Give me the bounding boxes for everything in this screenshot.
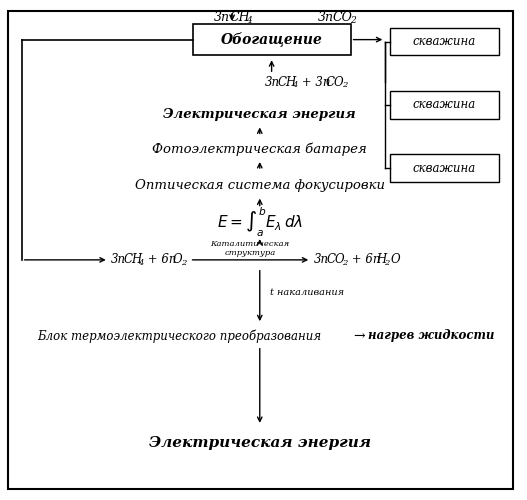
Bar <box>390 154 499 182</box>
Text: CH: CH <box>229 12 250 24</box>
Text: + 6n: + 6n <box>348 254 380 266</box>
Text: 2: 2 <box>384 259 389 267</box>
Text: 2: 2 <box>349 16 355 26</box>
Text: структура: структура <box>225 249 276 257</box>
Text: 4: 4 <box>138 259 144 267</box>
Text: 3n: 3n <box>111 254 126 266</box>
Text: Электрическая энергия: Электрическая энергия <box>149 436 371 450</box>
Text: 3n: 3n <box>314 254 329 266</box>
Text: 4: 4 <box>246 16 252 26</box>
Text: 2: 2 <box>181 259 186 267</box>
Text: 3n: 3n <box>214 12 230 24</box>
Text: →: → <box>354 329 365 343</box>
Text: Блок термоэлектрического преобразования: Блок термоэлектрического преобразования <box>37 329 321 342</box>
Text: скважина: скважина <box>413 98 476 112</box>
Text: 3n: 3n <box>265 76 280 88</box>
Text: 3n: 3n <box>318 12 334 24</box>
Text: O: O <box>173 254 182 266</box>
Text: CO: CO <box>327 254 346 266</box>
Text: CH: CH <box>278 76 297 88</box>
Text: скважина: скважина <box>413 35 476 48</box>
Text: 2: 2 <box>341 259 347 267</box>
Text: скважина: скважина <box>413 162 476 174</box>
Text: Оптическая система фокусировки: Оптическая система фокусировки <box>135 180 385 192</box>
Text: $E = \int_{a}^{b} E_{\lambda}\,d\lambda$: $E = \int_{a}^{b} E_{\lambda}\,d\lambda$ <box>217 206 303 239</box>
Text: Электрическая энергия: Электрическая энергия <box>163 108 356 121</box>
Text: нагрев жидкости: нагрев жидкости <box>368 330 495 342</box>
Text: CH: CH <box>123 254 143 266</box>
Text: CO: CO <box>333 12 353 24</box>
Text: 2: 2 <box>341 81 347 89</box>
Bar <box>390 28 499 56</box>
Text: + 6n: + 6n <box>144 254 177 266</box>
Text: Обогащение: Обогащение <box>221 32 323 47</box>
Text: 4: 4 <box>292 81 298 89</box>
Bar <box>192 24 350 56</box>
Text: H: H <box>376 254 387 266</box>
Bar <box>390 91 499 118</box>
Text: O: O <box>390 254 400 266</box>
Text: CO: CO <box>326 76 345 88</box>
Text: + 3n: + 3n <box>298 76 331 88</box>
Text: Каталитическая: Каталитическая <box>210 240 289 248</box>
Text: Фотоэлектрическая батарея: Фотоэлектрическая батарея <box>152 142 367 156</box>
Text: t накаливания: t накаливания <box>270 288 344 297</box>
